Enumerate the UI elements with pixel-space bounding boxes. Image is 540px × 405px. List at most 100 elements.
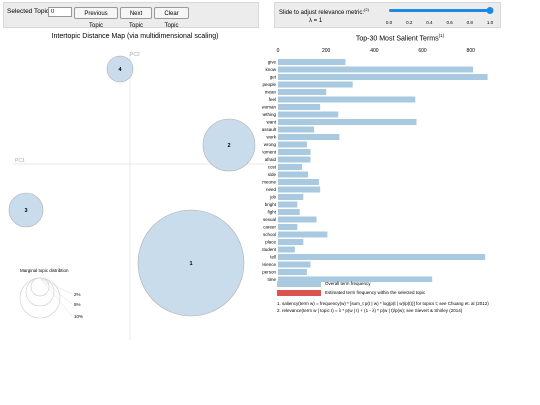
- slider-tick-label: 0.6: [446, 20, 453, 25]
- term-bar[interactable]: [278, 156, 311, 163]
- term-bar[interactable]: [278, 254, 486, 260]
- term-bar[interactable]: [278, 96, 416, 103]
- legend-overall-label: Overall term frequency: [325, 281, 371, 286]
- pc2-label: PC2: [130, 52, 140, 58]
- term-bar[interactable]: [278, 66, 474, 73]
- lambda-value: λ = 1: [309, 18, 323, 24]
- term-label: school: [263, 232, 276, 237]
- term-label: tell: [270, 255, 276, 260]
- term-bar[interactable]: [278, 134, 340, 140]
- term-label: people: [262, 82, 276, 87]
- term-bar[interactable]: [278, 209, 300, 215]
- topic-circle-1[interactable]: [137, 209, 245, 317]
- marginal-circle-5: [25, 277, 55, 307]
- footnote-relevance: 2. relevance(term w | topic t) = λ * p(w…: [277, 308, 463, 313]
- slider-footnote-mark: (2): [364, 7, 369, 12]
- relevance-slider[interactable]: 0.0 0.2 0.4 0.6 0.8 1.0: [275, 3, 502, 29]
- term-label: woman: [262, 105, 276, 110]
- marginal-leader-10: [39, 277, 73, 317]
- term-label: mean: [265, 90, 277, 95]
- footnotes: 1. saliency(term w) = frequency(w) * [su…: [277, 300, 537, 314]
- term-bar[interactable]: [278, 74, 488, 80]
- term-label: side: [268, 172, 277, 177]
- term-bar[interactable]: [278, 216, 317, 223]
- term-label: experience: [262, 262, 276, 267]
- marginal-leader-2: [39, 277, 73, 295]
- legend-estimated-swatch: [277, 290, 321, 296]
- topic-label-4: 4: [118, 67, 122, 73]
- term-bar[interactable]: [278, 149, 311, 155]
- term-bar[interactable]: [278, 89, 327, 95]
- slider-track[interactable]: [389, 9, 490, 12]
- topic-circle-2[interactable]: [202, 118, 256, 172]
- topic-circle-3[interactable]: [8, 192, 44, 228]
- term-bar[interactable]: [278, 239, 304, 245]
- term-label: person: [262, 270, 276, 275]
- marginal-label-10: 10%: [74, 314, 83, 319]
- topic-bubble-1[interactable]: 1: [137, 209, 245, 317]
- next-topic-button[interactable]: Next Topic: [120, 7, 152, 29]
- term-bar[interactable]: [278, 224, 298, 230]
- x-tick-label: 0: [277, 48, 280, 54]
- term-bar[interactable]: [278, 164, 303, 170]
- term-label: moment: [262, 150, 277, 155]
- term-bar[interactable]: [278, 201, 298, 208]
- term-bar[interactable]: [278, 111, 339, 118]
- term-bar[interactable]: [278, 246, 295, 253]
- topic-bubble-2[interactable]: 2: [202, 118, 256, 172]
- term-bar[interactable]: [278, 119, 417, 125]
- footnote-saliency: 1. saliency(term w) = frequency(w) * [su…: [277, 301, 489, 306]
- legend-estimated-label: Estimated term frequency within the sele…: [325, 290, 426, 295]
- topic-circle-4[interactable]: [106, 55, 134, 83]
- term-label: job: [269, 195, 277, 200]
- marginal-distribution-legend: Marginal topic distribtion 2% 5% 10%: [19, 268, 83, 319]
- slider-tick-label: 0.0: [386, 20, 393, 25]
- term-bar[interactable]: [278, 126, 315, 133]
- intertopic-map: PC1 PC2 1 2 3 4 Marginal topic distribti…: [8, 52, 270, 340]
- marginal-circle-10: [19, 277, 61, 319]
- clear-topic-button[interactable]: Clear Topic: [154, 7, 189, 29]
- term-bar[interactable]: [278, 269, 307, 275]
- marginal-label-5: 5%: [74, 302, 81, 307]
- term-bar[interactable]: [278, 261, 311, 268]
- slider-tick-label: 0.4: [426, 20, 433, 25]
- term-label: fight: [267, 210, 276, 215]
- term-label: cost: [268, 165, 277, 170]
- term-bar[interactable]: [278, 179, 319, 185]
- x-tick-label: 600: [418, 48, 427, 54]
- term-bar[interactable]: [278, 186, 321, 193]
- marginal-leader-5: [39, 277, 73, 305]
- term-bar[interactable]: [278, 81, 353, 88]
- salient-terms-title: Top-30 Most Salient Terms(1): [355, 33, 445, 43]
- slider-tick-label: 0.2: [406, 20, 413, 25]
- term-label: bright: [265, 202, 277, 207]
- term-label: wrong: [264, 142, 277, 147]
- term-label: sexual: [263, 217, 276, 222]
- term-label: afraid: [265, 157, 277, 162]
- x-tick-label: 400: [370, 48, 379, 54]
- topic-bubble-4[interactable]: 4: [106, 55, 134, 83]
- term-label: get: [270, 75, 277, 80]
- term-label: want: [266, 120, 276, 125]
- selected-topic-label: Selected Topic:: [7, 8, 51, 15]
- term-bar[interactable]: [278, 231, 328, 238]
- topic-bubble-3[interactable]: 3: [8, 192, 44, 228]
- term-bar[interactable]: [278, 141, 307, 148]
- term-bar[interactable]: [278, 59, 346, 65]
- term-bar[interactable]: [278, 104, 321, 110]
- slider-tick-label: 0.8: [467, 20, 474, 25]
- x-tick-label: 800: [467, 48, 476, 54]
- term-label: someone: [262, 180, 276, 185]
- topic-label-1: 1: [189, 261, 192, 267]
- term-bar[interactable]: [278, 171, 309, 178]
- slider-thumb[interactable]: [486, 7, 494, 14]
- term-label: know: [265, 67, 276, 72]
- term-bar[interactable]: [278, 276, 433, 283]
- selected-topic-input[interactable]: [48, 7, 72, 17]
- salient-terms-footnote-mark: (1): [438, 33, 445, 38]
- previous-topic-button[interactable]: Previous Topic: [74, 7, 118, 29]
- slider-tick-label: 1.0: [487, 20, 494, 25]
- x-tick-label: 200: [322, 48, 331, 54]
- term-bar[interactable]: [278, 194, 304, 200]
- topic-label-3: 3: [24, 208, 27, 214]
